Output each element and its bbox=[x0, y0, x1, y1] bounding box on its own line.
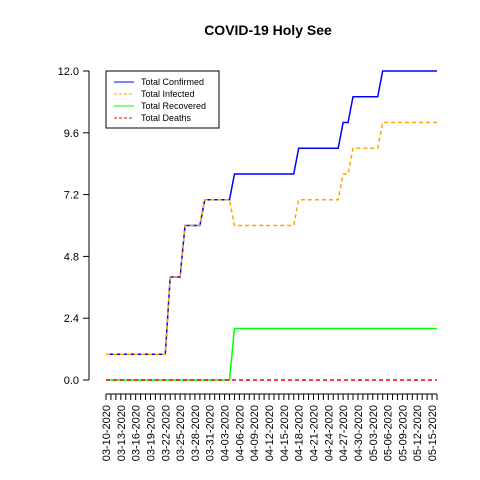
legend-label: Total Infected bbox=[141, 89, 195, 99]
x-tick-label: 04-12-2020 bbox=[264, 405, 276, 461]
legend-label: Total Recovered bbox=[141, 101, 206, 111]
y-tick-label: 7.2 bbox=[64, 190, 79, 202]
legend: Total Confirmed Total Infected Total Recov… bbox=[105, 70, 220, 129]
x-tick-label: 03-16-2020 bbox=[131, 405, 143, 461]
x-tick-label: 03-19-2020 bbox=[145, 405, 157, 461]
x-tick-label: 05-12-2020 bbox=[412, 405, 424, 461]
y-axis: 0.0 2.4 4.8 7.2 9.6 12.0 bbox=[58, 66, 90, 387]
x-tick-label: 04-03-2020 bbox=[220, 405, 232, 461]
x-tick-label: 04-06-2020 bbox=[234, 405, 246, 461]
series-line-total-confirmed bbox=[106, 70, 437, 355]
x-tick-label: 04-15-2020 bbox=[279, 405, 291, 461]
series-lines bbox=[106, 70, 437, 381]
x-tick-label: 04-21-2020 bbox=[308, 405, 320, 461]
x-tick-label: 03-13-2020 bbox=[116, 405, 128, 461]
y-tick-label: 2.4 bbox=[64, 313, 79, 325]
chart-title: COVID-19 Holy See bbox=[204, 22, 332, 38]
x-tick-label: 03-22-2020 bbox=[160, 405, 172, 461]
x-tick-label: 04-27-2020 bbox=[338, 405, 350, 461]
x-axis: 03-10-2020 03-13-2020 03-16-2020 03-19-2020… bbox=[101, 393, 439, 461]
x-tick-label: 05-06-2020 bbox=[383, 405, 395, 461]
x-tick-label: 04-09-2020 bbox=[249, 405, 261, 461]
y-tick-label: 0.0 bbox=[64, 375, 79, 387]
y-tick-label: 9.6 bbox=[64, 128, 79, 140]
x-tick-label: 04-30-2020 bbox=[353, 405, 365, 461]
legend-label: Total Confirmed bbox=[141, 77, 204, 87]
x-tick-label: 05-15-2020 bbox=[427, 405, 439, 461]
x-tick-label: 03-25-2020 bbox=[175, 405, 187, 461]
x-tick-label: 03-10-2020 bbox=[101, 405, 113, 461]
x-tick-label: 04-18-2020 bbox=[294, 405, 306, 461]
series-line-total-recovered bbox=[106, 327, 437, 381]
y-tick-label: 12.0 bbox=[58, 66, 79, 78]
x-tick-label: 03-28-2020 bbox=[190, 405, 202, 461]
y-tick-label: 4.8 bbox=[64, 251, 79, 263]
x-tick-label: 04-24-2020 bbox=[323, 405, 335, 461]
x-tick-label: 05-09-2020 bbox=[397, 405, 409, 461]
legend-label: Total Deaths bbox=[141, 113, 192, 123]
x-tick-label: 03-31-2020 bbox=[205, 405, 217, 461]
series-line-total-infected bbox=[106, 121, 437, 355]
x-tick-label: 05-03-2020 bbox=[368, 405, 380, 461]
